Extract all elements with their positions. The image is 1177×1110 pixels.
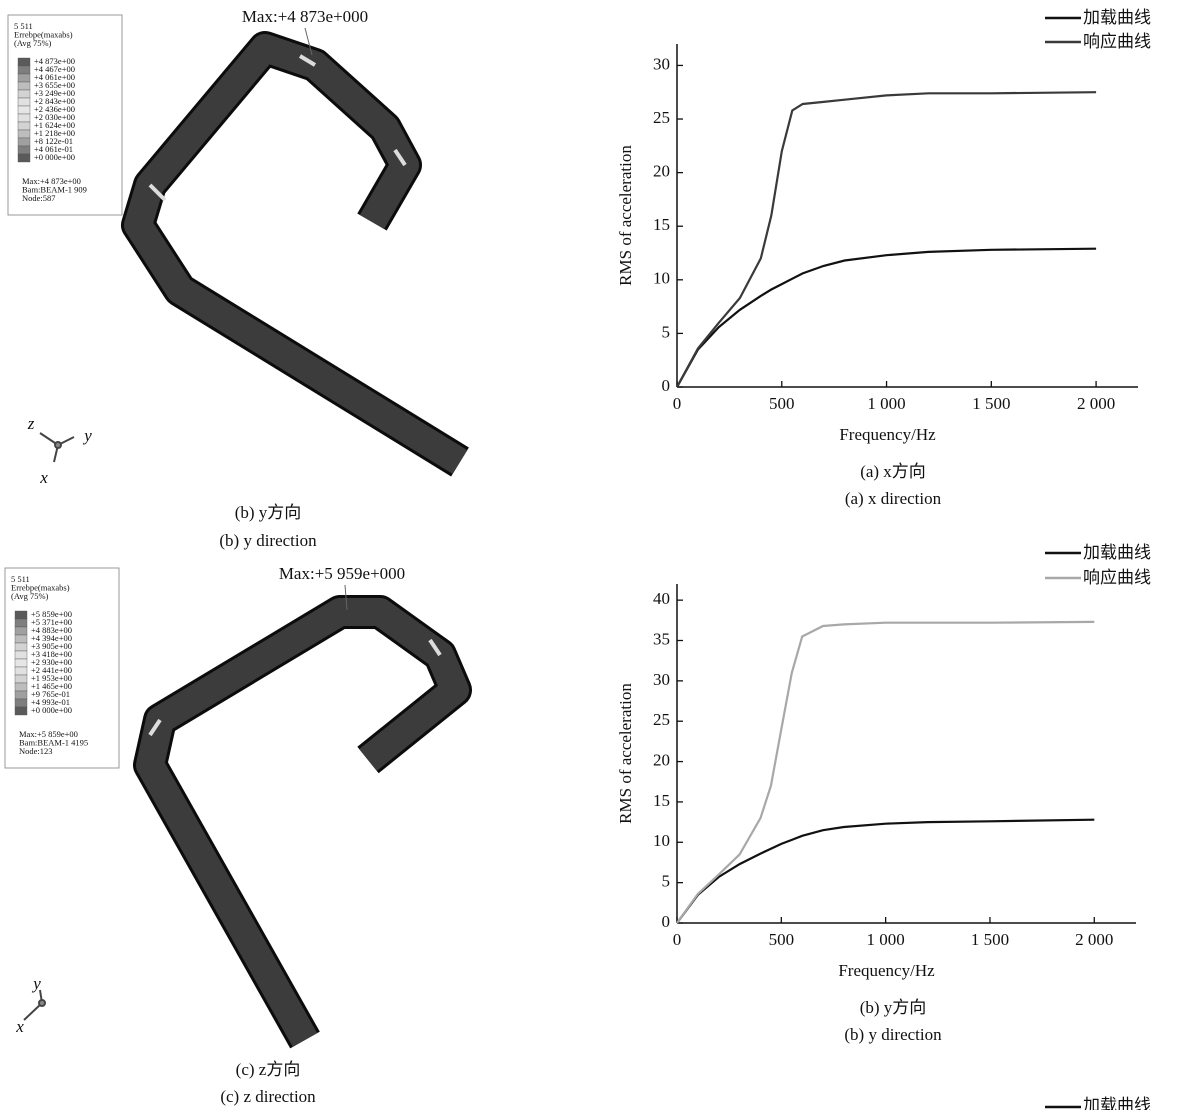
legend-footer: Node:587 (22, 193, 56, 203)
contour-swatch (18, 74, 30, 82)
y-tick-label: 40 (653, 589, 670, 608)
legend-header: (Avg 75%) (14, 38, 52, 48)
y-tick-label: 15 (653, 215, 670, 234)
contour-swatch (15, 643, 27, 651)
y-tick-label: 30 (653, 670, 670, 689)
contour-swatch (18, 122, 30, 130)
contour-swatch (18, 114, 30, 122)
contour-swatch (18, 130, 30, 138)
caption: (b) y direction (844, 1025, 942, 1044)
axis-triad-label: x (15, 1017, 24, 1036)
x-tick-label: 1 500 (972, 394, 1010, 413)
y-axis-label: RMS of acceleration (616, 683, 635, 824)
contour-swatch (15, 651, 27, 659)
x-tick-label: 0 (673, 930, 682, 949)
y-tick-label: 5 (662, 322, 671, 341)
legend-footer: Node:123 (19, 746, 53, 756)
contour-swatch (15, 635, 27, 643)
contour-swatch (15, 691, 27, 699)
x-axis-label: Frequency/Hz (839, 425, 936, 444)
contour-swatch (18, 66, 30, 74)
y-axis-label: RMS of acceleration (616, 145, 635, 286)
y-tick-label: 20 (653, 162, 670, 181)
x-tick-label: 2 000 (1075, 930, 1113, 949)
max-label: Max:+4 873e+000 (242, 7, 368, 26)
legend-label: 响应曲线 (1083, 568, 1151, 588)
contour-swatch (18, 58, 30, 66)
contour-swatch (18, 98, 30, 106)
x-tick-label: 500 (769, 394, 795, 413)
legend-label: 响应曲线 (1083, 32, 1151, 52)
axis-triad-label: y (31, 974, 41, 993)
axis-triad-label: y (82, 426, 92, 445)
contour-swatch (18, 146, 30, 154)
legend-header: (Avg 75%) (11, 591, 49, 601)
contour-swatch (18, 138, 30, 146)
legend-label: 加载曲线 (1083, 1096, 1151, 1110)
contour-swatch (15, 707, 27, 715)
contour-swatch (15, 611, 27, 619)
caption: (b) y direction (219, 531, 317, 550)
contour-swatch (18, 154, 30, 162)
x-tick-label: 1 000 (867, 394, 905, 413)
contour-swatch (15, 659, 27, 667)
contour-swatch (15, 675, 27, 683)
contour-swatch (15, 619, 27, 627)
y-tick-label: 10 (653, 269, 670, 288)
y-tick-label: 10 (653, 831, 670, 850)
caption: (a) x方向 (860, 462, 926, 481)
x-tick-label: 1 500 (971, 930, 1009, 949)
y-tick-label: 0 (662, 912, 671, 931)
contour-swatch (18, 90, 30, 98)
y-tick-label: 30 (653, 54, 670, 73)
axis-triad-label: x (39, 468, 48, 487)
axis-triad-label: z (27, 414, 35, 433)
y-tick-label: 25 (653, 108, 670, 127)
figure: 5 511Errebpe(maxabs)(Avg 75%)+4 873e+00+… (0, 0, 1177, 1110)
contour-swatch (15, 683, 27, 691)
y-tick-label: 20 (653, 750, 670, 769)
contour-swatch (15, 699, 27, 707)
caption: (c) z direction (220, 1087, 316, 1106)
contour-level: +0 000e+00 (31, 705, 72, 715)
caption: (a) x direction (845, 489, 942, 508)
x-tick-label: 2 000 (1077, 394, 1115, 413)
y-tick-label: 15 (653, 791, 670, 810)
contour-level: +0 000e+00 (34, 152, 75, 162)
contour-swatch (18, 106, 30, 114)
caption: (c) z方向 (236, 1060, 301, 1079)
contour-swatch (15, 667, 27, 675)
contour-swatch (18, 82, 30, 90)
caption: (b) y方向 (860, 998, 927, 1017)
max-label: Max:+5 959e+000 (279, 564, 405, 583)
legend-label: 加载曲线 (1083, 543, 1151, 563)
x-tick-label: 500 (769, 930, 795, 949)
caption: (b) y方向 (235, 503, 302, 522)
y-tick-label: 5 (662, 872, 671, 891)
x-tick-label: 1 000 (867, 930, 905, 949)
y-tick-label: 0 (662, 376, 671, 395)
x-tick-label: 0 (673, 394, 682, 413)
y-tick-label: 35 (653, 629, 670, 648)
contour-swatch (15, 627, 27, 635)
legend-label: 加载曲线 (1083, 8, 1151, 28)
x-axis-label: Frequency/Hz (838, 961, 935, 980)
y-tick-label: 25 (653, 710, 670, 729)
